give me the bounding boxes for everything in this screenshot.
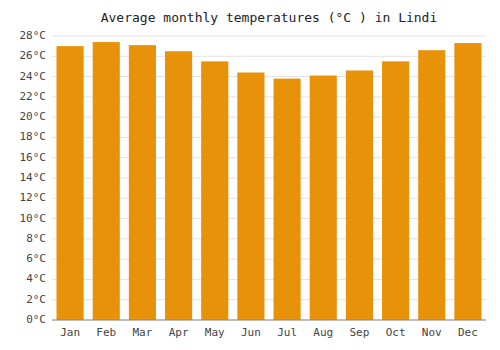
y-tick-label: 10°C bbox=[20, 212, 47, 225]
bar bbox=[418, 50, 445, 320]
bar bbox=[454, 43, 481, 320]
grid bbox=[52, 36, 486, 320]
bars bbox=[57, 42, 482, 320]
chart: 0°C 2°C 4°C 6°C 8°C 10°C 12°C 14°C 16°C 18°C 20°C 2… bbox=[0, 0, 500, 350]
y-tick-label: 18°C bbox=[20, 130, 47, 143]
y-tick-label: 24°C bbox=[20, 70, 47, 83]
y-tick-label: 20°C bbox=[20, 110, 47, 123]
bar bbox=[346, 70, 373, 320]
bar bbox=[57, 46, 84, 320]
bar bbox=[382, 61, 409, 320]
x-axis-line bbox=[52, 320, 486, 321]
x-tick-label: Apr bbox=[169, 326, 189, 339]
y-tick-label: 8°C bbox=[26, 232, 46, 245]
x-tick-label: Nov bbox=[422, 326, 442, 339]
y-tick-label: 22°C bbox=[20, 90, 47, 103]
y-tick-label: 16°C bbox=[20, 151, 47, 164]
x-tick-label: Feb bbox=[96, 326, 116, 339]
x-tick-label: Jun bbox=[241, 326, 261, 339]
y-tick-label: 4°C bbox=[26, 272, 46, 285]
y-tick-label: 6°C bbox=[26, 252, 46, 265]
x-tick-label: Jul bbox=[277, 326, 297, 339]
x-tick-label: Dec bbox=[458, 326, 478, 339]
x-tick-label: Jan bbox=[60, 326, 80, 339]
bar bbox=[310, 76, 337, 320]
bar bbox=[274, 79, 301, 320]
grid-line bbox=[52, 36, 486, 37]
x-tick-label: Mar bbox=[132, 326, 152, 339]
grid-line bbox=[52, 320, 486, 321]
y-tick-label: 26°C bbox=[20, 49, 47, 62]
bar bbox=[237, 73, 264, 320]
y-tick-label: 14°C bbox=[20, 171, 47, 184]
bar bbox=[93, 42, 120, 320]
bar bbox=[129, 45, 156, 320]
x-tick-label: Oct bbox=[386, 326, 406, 339]
plot-area bbox=[52, 36, 486, 320]
y-tick-label: 0°C bbox=[26, 313, 46, 326]
x-tick-label: Sep bbox=[349, 326, 369, 339]
y-tick-label: 28°C bbox=[20, 29, 47, 42]
y-tick-label: 12°C bbox=[20, 191, 47, 204]
bar bbox=[165, 51, 192, 320]
bar bbox=[201, 61, 228, 320]
y-tick-label: 2°C bbox=[26, 293, 46, 306]
x-tick-label: May bbox=[205, 326, 225, 339]
x-tick-label: Aug bbox=[313, 326, 333, 339]
title: Average monthly temperatures (°C ) in Li… bbox=[101, 10, 438, 25]
